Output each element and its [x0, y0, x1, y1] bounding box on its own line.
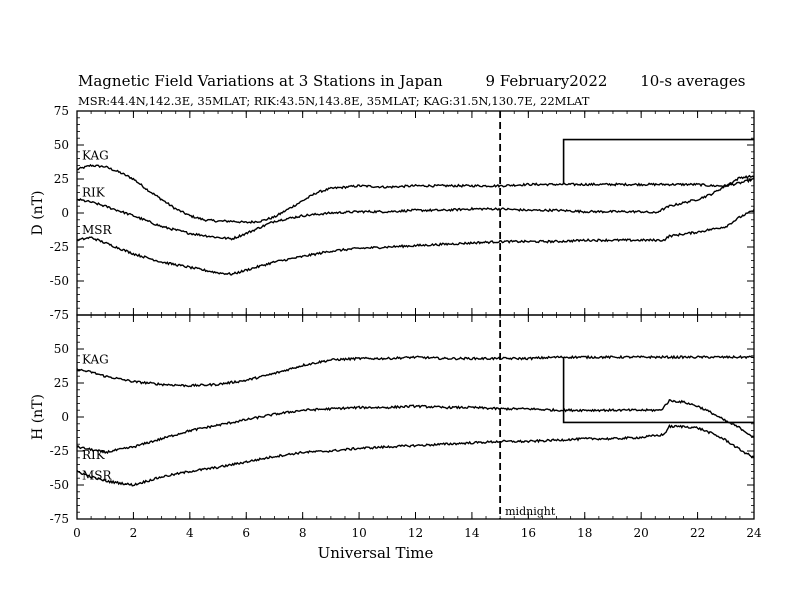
- baseline-step: [562, 357, 754, 424]
- y-tick-label: 50: [54, 342, 69, 356]
- y-tick-label: 0: [61, 206, 69, 220]
- y-tick-label: -25: [50, 444, 69, 458]
- x-tick-label: 18: [577, 526, 592, 540]
- plot-frame: [76, 314, 755, 520]
- title-averaging: 10-s averages: [640, 72, 746, 90]
- x-tick-label: 24: [746, 526, 762, 540]
- y-tick-label: -75: [50, 512, 69, 526]
- stations-subtitle: MSR:44.4N,142.3E, 35MLAT; RIK:43.5N,143.…: [78, 94, 590, 108]
- series-label-msr: MSR: [82, 223, 113, 237]
- midnight-marker-group: midnight: [499, 111, 556, 519]
- x-tick-label: 22: [690, 526, 705, 540]
- series-label-rik: RIK: [82, 185, 106, 199]
- d-panel: -75 -50 -25 0 25 50 75 D (nT) KAG RIK MSR: [30, 104, 755, 322]
- y-axis-label: H (nT): [30, 394, 46, 440]
- y-tick-label: -50: [50, 274, 69, 288]
- series-label-rik: RIK: [82, 448, 106, 462]
- y-tick-label: -50: [50, 478, 69, 492]
- series-label-kag: KAG: [82, 148, 109, 162]
- series-line-kag: [76, 163, 755, 224]
- y-axis-label: D (nT): [30, 191, 46, 236]
- x-axis-label: Universal Time: [318, 544, 434, 562]
- chart-title: Magnetic Field Variations at 3 Stations …: [78, 72, 745, 90]
- x-tick-label: 14: [464, 526, 480, 540]
- x-tick-label: 12: [408, 526, 423, 540]
- x-tick-label: 10: [351, 526, 366, 540]
- series-label-msr: MSR: [82, 468, 113, 482]
- x-tick-label: 0: [73, 526, 81, 540]
- title-date: 9 February2022: [485, 72, 608, 90]
- series-line-msr: [76, 424, 755, 487]
- series-line-rik: [76, 399, 755, 455]
- y-tick-label: -75: [50, 308, 69, 322]
- title-text: Magnetic Field Variations at 3 Stations …: [78, 72, 443, 90]
- midnight-label: midnight: [505, 505, 556, 518]
- series-line-kag: [76, 354, 755, 388]
- series-line-rik: [76, 174, 755, 241]
- y-tick-label: 25: [54, 172, 69, 186]
- x-tick-label: 20: [634, 526, 649, 540]
- series-label-kag: KAG: [82, 352, 109, 366]
- x-tick-label: 8: [299, 526, 307, 540]
- x-tick-label: 4: [186, 526, 194, 540]
- y-tick-label: 0: [61, 410, 69, 424]
- x-tick-label: 2: [130, 526, 138, 540]
- y-tick-label: 25: [54, 376, 69, 390]
- series-line-msr: [76, 209, 755, 276]
- y-tick-label: 75: [54, 104, 69, 118]
- baseline-step: [562, 138, 754, 185]
- y-tick-label: -25: [50, 240, 69, 254]
- y-tick-label: 50: [54, 138, 69, 152]
- x-tick-label: 6: [242, 526, 250, 540]
- x-tick-label: 16: [521, 526, 536, 540]
